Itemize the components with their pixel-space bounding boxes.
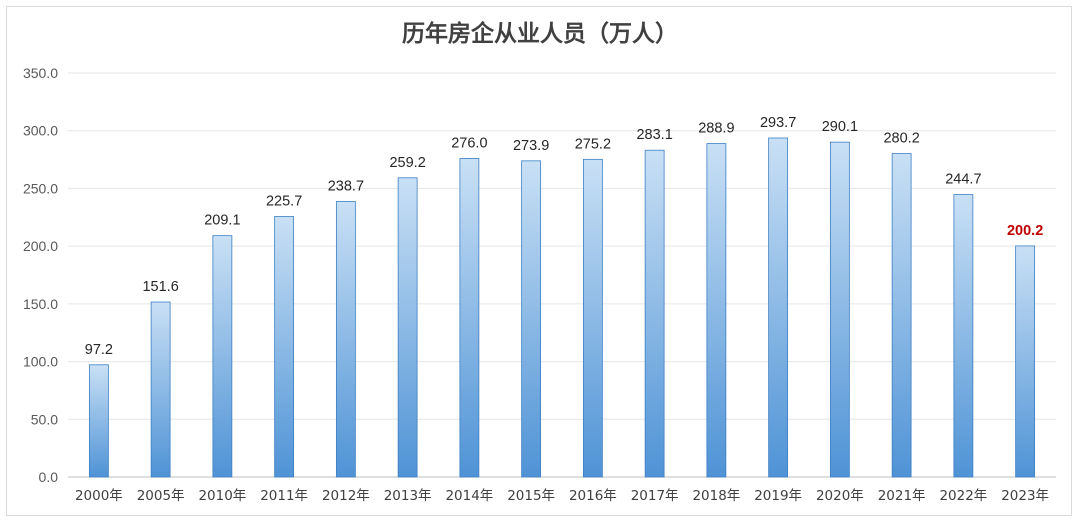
bar: [953, 194, 974, 478]
x-tick-label: 2012年: [322, 488, 370, 504]
data-label: 283.1: [636, 127, 672, 143]
data-label: 273.9: [513, 138, 549, 154]
data-label: 209.1: [204, 213, 240, 229]
data-label: 151.6: [142, 279, 178, 295]
bars: [88, 137, 1036, 478]
x-tick-label: 2000年: [75, 488, 123, 504]
x-tick-label: 2017年: [631, 488, 679, 504]
y-tick-label: 300.0: [23, 123, 58, 139]
bar: [768, 137, 789, 478]
y-tick-label: 200.0: [23, 238, 58, 254]
data-label: 275.2: [575, 136, 611, 152]
x-tick-label: 2016年: [569, 488, 617, 504]
bar: [459, 158, 480, 478]
x-tick-label: 2021年: [878, 488, 926, 504]
y-tick-label: 150.0: [23, 296, 58, 312]
data-label: 288.9: [698, 121, 734, 137]
x-tick-label: 2010年: [198, 488, 246, 504]
data-label: 200.2: [1007, 223, 1043, 239]
bar: [644, 149, 665, 478]
y-tick-label: 250.0: [23, 180, 58, 196]
y-tick-label: 100.0: [23, 354, 58, 370]
y-tick-label: 50.0: [31, 411, 58, 427]
bar: [891, 153, 912, 478]
bar: [150, 301, 171, 478]
x-tick-label: 2013年: [384, 488, 432, 504]
data-label: 280.2: [883, 131, 919, 147]
data-label: 238.7: [328, 178, 364, 194]
value-labels: 97.2 151.6 209.1 225.7 238.7 259.2 276.0 273.9 2…: [85, 115, 1044, 358]
x-tick-label: 2011年: [260, 488, 308, 504]
x-tick-label: 2022年: [939, 488, 987, 504]
bar: [706, 143, 727, 478]
x-tick-label: 2005年: [137, 488, 185, 504]
x-tick-label: 2023年: [1001, 488, 1049, 504]
bar: [521, 160, 542, 478]
data-label: 293.7: [760, 115, 796, 131]
chart-title: 历年房企从业人员（万人）: [402, 21, 678, 47]
gridlines: [68, 72, 1056, 478]
data-label: 276.0: [451, 135, 487, 151]
data-label: 259.2: [389, 155, 425, 171]
bar: [829, 141, 850, 478]
x-tick-label: 2018年: [692, 488, 740, 504]
x-tick-label: 2020年: [816, 488, 864, 504]
x-tick-label: 2019年: [754, 488, 802, 504]
bar: [397, 177, 418, 478]
bar: [582, 158, 603, 478]
x-axis-categories: 2000年 2005年 2010年 2011年 2012年 2013年 2014年 2015年…: [75, 488, 1049, 504]
x-tick-label: 2014年: [445, 488, 493, 504]
bar: [88, 364, 109, 478]
y-tick-label: 350.0: [23, 65, 58, 81]
bar: [274, 216, 295, 478]
x-tick-label: 2015年: [507, 488, 555, 504]
bar: [1015, 245, 1036, 478]
data-label: 290.1: [822, 119, 858, 135]
y-tick-label: 0.0: [39, 469, 59, 485]
y-axis-ticks: 0.0 50.0 100.0 150.0 200.0 250.0 300.0 350.0: [23, 65, 58, 485]
data-label: 97.2: [85, 342, 113, 358]
bar: [335, 201, 356, 478]
data-label: 225.7: [266, 193, 302, 209]
bar: [212, 235, 233, 478]
data-label: 244.7: [945, 172, 981, 188]
